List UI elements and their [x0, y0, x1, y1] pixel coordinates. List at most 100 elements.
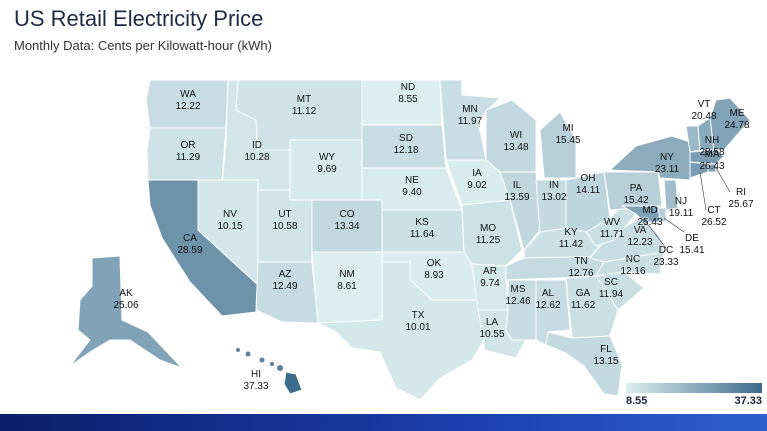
state-shape-ma[interactable] — [689, 149, 725, 165]
state-label-hi: HI — [251, 369, 261, 380]
state-value-hi: 37.33 — [243, 381, 268, 392]
state-label-nj: NJ — [675, 196, 687, 207]
state-value-dc: 23.33 — [653, 257, 678, 268]
legend-min-value: 8.55 — [626, 395, 648, 407]
state-shape-md[interactable] — [621, 205, 661, 223]
state-label-vt: VT — [698, 99, 711, 110]
state-value-sc: 11.94 — [599, 289, 624, 300]
state-label-nh: NH — [705, 135, 719, 146]
state-label-tx: TX — [412, 310, 425, 321]
state-value-ut: 10.58 — [272, 221, 297, 232]
state-label-wa: WA — [180, 89, 196, 100]
state-label-ma: MA — [705, 149, 720, 160]
state-value-nm: 8.61 — [337, 281, 357, 292]
state-value-nc: 12.16 — [620, 266, 645, 277]
state-shape-ak[interactable] — [69, 255, 183, 369]
state-value-in: 13.02 — [541, 192, 566, 203]
state-label-al: AL — [542, 288, 555, 299]
state-value-ne: 9.40 — [402, 187, 422, 198]
state-value-nv: 10.15 — [217, 221, 242, 232]
state-value-wy: 9.69 — [317, 164, 337, 175]
state-label-fl: FL — [600, 344, 612, 355]
state-label-sd: SD — [399, 133, 413, 144]
state-label-ms: MS — [511, 284, 526, 295]
state-value-ky: 11.42 — [559, 239, 584, 250]
state-value-ak: 25.06 — [113, 300, 138, 311]
state-shape-az[interactable] — [255, 261, 319, 324]
state-label-ct: CT — [707, 205, 720, 216]
state-value-al: 12.62 — [535, 300, 560, 311]
state-label-mn: MN — [462, 104, 478, 115]
page-title: US Retail Electricity Price — [14, 6, 264, 31]
state-value-il: 13.59 — [504, 192, 529, 203]
state-shape-ct[interactable] — [689, 161, 709, 179]
state-value-pa: 15.42 — [623, 195, 648, 206]
state-label-wy: WY — [319, 152, 335, 163]
state-label-ak: AK — [119, 288, 133, 299]
state-value-sd: 12.18 — [393, 145, 418, 156]
state-value-az: 12.49 — [272, 281, 297, 292]
state-shape-tx[interactable] — [317, 261, 485, 401]
state-value-mt: 11.12 — [292, 106, 317, 117]
state-label-sc: SC — [604, 277, 618, 288]
state-value-md: 25.43 — [637, 217, 662, 228]
state-shape-il[interactable] — [499, 171, 541, 251]
state-value-mn: 11.97 — [458, 116, 483, 127]
color-scale-bar — [626, 383, 762, 393]
hi-island-molokai — [270, 362, 274, 366]
page-subtitle: Monthly Data: Cents per Kilowatt-hour (k… — [14, 38, 272, 53]
footer-band — [0, 414, 767, 431]
state-label-co: CO — [340, 209, 355, 220]
state-label-ca: CA — [183, 233, 197, 244]
state-value-ok: 8.93 — [424, 270, 444, 281]
state-value-ks: 11.64 — [410, 229, 435, 240]
state-value-ca: 28.59 — [177, 245, 202, 256]
state-label-id: ID — [252, 140, 262, 151]
state-value-wi: 13.48 — [503, 142, 528, 153]
leader-line-de — [663, 217, 685, 233]
state-label-dc: DC — [659, 245, 673, 256]
legend-max-value: 37.33 — [734, 395, 762, 407]
state-label-mt: MT — [297, 94, 311, 105]
state-value-nj: 19.11 — [669, 208, 694, 219]
state-label-nm: NM — [339, 269, 355, 280]
state-label-mo: MO — [480, 223, 496, 234]
state-label-ar: AR — [483, 266, 497, 277]
state-value-la: 10.55 — [479, 329, 504, 340]
state-value-ny: 23.11 — [655, 164, 680, 175]
state-shape-hi[interactable] — [283, 371, 303, 395]
state-value-ga: 11.62 — [571, 300, 596, 311]
state-value-fl: 13.15 — [593, 356, 618, 367]
state-label-ut: UT — [278, 209, 291, 220]
leader-line-ct — [699, 171, 707, 211]
state-label-nd: ND — [401, 82, 415, 93]
state-label-il: IL — [513, 180, 522, 191]
state-value-wa: 12.22 — [175, 101, 200, 112]
state-label-de: DE — [685, 233, 699, 244]
state-value-va: 12.23 — [627, 237, 652, 248]
state-shape-mi[interactable] — [539, 111, 577, 179]
state-label-ny: NY — [660, 152, 674, 163]
state-shape-ga[interactable] — [565, 275, 619, 339]
state-shape-nj[interactable] — [663, 179, 679, 211]
state-value-wv: 11.71 — [600, 229, 625, 240]
leader-line-dc — [645, 221, 667, 249]
state-value-ia: 9.02 — [467, 180, 487, 191]
state-value-de: 15.41 — [679, 245, 704, 256]
state-shape-fl[interactable] — [545, 331, 623, 397]
state-value-nh: 23.58 — [699, 147, 724, 158]
state-value-vt: 20.48 — [691, 111, 716, 122]
state-value-tx: 10.01 — [405, 322, 430, 333]
state-label-ks: KS — [415, 217, 429, 228]
state-label-or: OR — [181, 140, 196, 151]
state-label-ok: OK — [427, 258, 442, 269]
state-shape-pa[interactable] — [603, 171, 663, 211]
state-label-ga: GA — [576, 288, 591, 299]
state-label-mi: MI — [562, 123, 573, 134]
state-value-nd: 8.55 — [398, 94, 418, 105]
state-label-ky: KY — [564, 227, 578, 238]
state-label-ri: RI — [736, 187, 746, 198]
state-label-tn: TN — [574, 256, 587, 267]
state-label-va: VA — [634, 225, 647, 236]
